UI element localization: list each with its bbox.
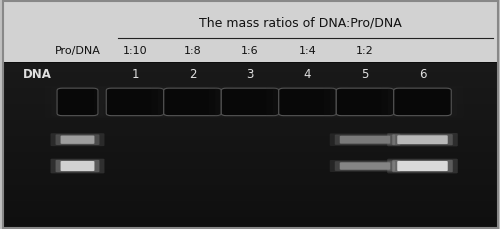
Text: 6: 6 <box>419 68 426 81</box>
FancyBboxPatch shape <box>340 162 390 170</box>
FancyBboxPatch shape <box>209 85 291 119</box>
Text: 1:6: 1:6 <box>241 46 259 56</box>
FancyBboxPatch shape <box>100 87 170 117</box>
FancyBboxPatch shape <box>56 134 100 145</box>
FancyBboxPatch shape <box>106 88 164 116</box>
FancyBboxPatch shape <box>60 136 94 144</box>
Text: DNA: DNA <box>22 68 52 81</box>
FancyBboxPatch shape <box>50 159 104 173</box>
FancyBboxPatch shape <box>340 136 390 144</box>
FancyBboxPatch shape <box>392 134 453 145</box>
FancyBboxPatch shape <box>215 87 285 117</box>
FancyBboxPatch shape <box>51 87 104 117</box>
FancyBboxPatch shape <box>387 159 458 173</box>
FancyBboxPatch shape <box>94 85 176 119</box>
Text: 1:10: 1:10 <box>122 46 148 56</box>
FancyBboxPatch shape <box>324 85 406 119</box>
FancyBboxPatch shape <box>44 85 110 119</box>
Text: 3: 3 <box>246 68 254 81</box>
FancyBboxPatch shape <box>397 135 448 144</box>
Text: 2: 2 <box>189 68 196 81</box>
FancyBboxPatch shape <box>394 88 451 116</box>
FancyBboxPatch shape <box>387 133 458 146</box>
FancyBboxPatch shape <box>330 160 400 172</box>
FancyBboxPatch shape <box>336 88 394 116</box>
FancyBboxPatch shape <box>335 161 395 171</box>
FancyBboxPatch shape <box>266 85 349 119</box>
FancyBboxPatch shape <box>273 87 342 117</box>
FancyBboxPatch shape <box>221 88 279 116</box>
Text: 5: 5 <box>362 68 368 81</box>
Text: 1:2: 1:2 <box>356 46 374 56</box>
FancyBboxPatch shape <box>50 133 104 146</box>
Bar <box>2 1 498 62</box>
FancyBboxPatch shape <box>330 87 400 117</box>
FancyBboxPatch shape <box>397 161 448 171</box>
Text: 4: 4 <box>304 68 311 81</box>
FancyBboxPatch shape <box>330 134 400 146</box>
Text: Pro/DNA: Pro/DNA <box>54 46 100 56</box>
FancyBboxPatch shape <box>57 88 98 116</box>
Text: 1:8: 1:8 <box>184 46 202 56</box>
FancyBboxPatch shape <box>164 88 221 116</box>
Bar <box>2 62 498 228</box>
FancyBboxPatch shape <box>56 160 100 172</box>
FancyBboxPatch shape <box>158 87 227 117</box>
FancyBboxPatch shape <box>388 87 457 117</box>
FancyBboxPatch shape <box>60 161 94 171</box>
Text: The mass ratios of DNA:Pro/DNA: The mass ratios of DNA:Pro/DNA <box>198 17 402 30</box>
FancyBboxPatch shape <box>279 88 336 116</box>
Text: 1: 1 <box>131 68 139 81</box>
FancyBboxPatch shape <box>382 85 464 119</box>
FancyBboxPatch shape <box>151 85 234 119</box>
FancyBboxPatch shape <box>392 160 453 172</box>
FancyBboxPatch shape <box>335 135 395 145</box>
Text: 1:4: 1:4 <box>298 46 316 56</box>
